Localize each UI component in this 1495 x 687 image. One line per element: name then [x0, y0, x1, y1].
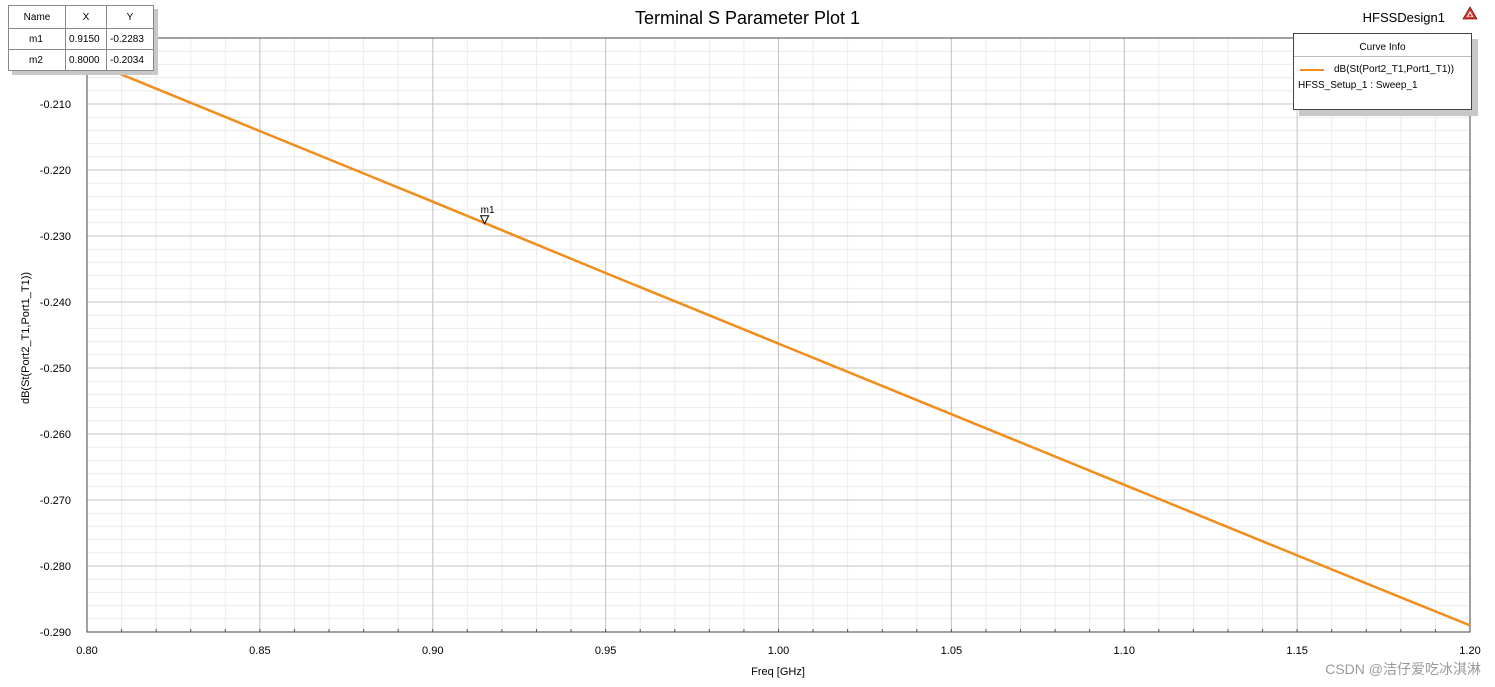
x-axis-label: Freq [GHz]: [751, 666, 805, 678]
watermark: CSDN @洁仔爱吃冰淇淋: [1325, 661, 1481, 677]
x-tick-label: 0.80: [76, 645, 97, 657]
y-tick-label: -0.260: [40, 429, 71, 441]
marker-triangle[interactable]: [479, 215, 490, 225]
legend-line-swatch: [1300, 69, 1324, 71]
marker-label: m1: [481, 205, 495, 216]
marker-table[interactable]: Name X Y m1 0.9150 -0.2283 m2 0.8000 -0.…: [8, 5, 154, 71]
header-name: Name: [8, 5, 66, 29]
y-tick-label: -0.250: [40, 363, 71, 375]
ansys-logo-icon: [1462, 6, 1478, 20]
marker-name: m1: [8, 28, 66, 50]
x-tick-label: 1.05: [941, 645, 962, 657]
x-tick-label: 1.10: [1114, 645, 1135, 657]
x-tick-label: 1.15: [1286, 645, 1307, 657]
y-tick-label: -0.290: [40, 627, 71, 639]
marker-y: -0.2034: [106, 49, 154, 71]
y-tick-label: -0.280: [40, 561, 71, 573]
x-tick-label: 1.00: [768, 645, 789, 657]
x-tick-label: 0.95: [595, 645, 616, 657]
y-tick-label: -0.270: [40, 495, 71, 507]
marker-x: 0.8000: [65, 49, 107, 71]
legend-setup-name: HFSS_Setup_1 : Sweep_1: [1298, 80, 1418, 91]
marker-name: m2: [8, 49, 66, 71]
series-line[interactable]: [86, 59, 1471, 627]
marker-row[interactable]: m2 0.8000 -0.2034: [8, 49, 154, 71]
x-tick-label: 0.85: [249, 645, 270, 657]
legend[interactable]: Curve Info dB(St(Port2_T1,Port1_T1)) HFS…: [1293, 33, 1472, 110]
chart-title: Terminal S Parameter Plot 1: [634, 8, 861, 28]
header-y: Y: [106, 5, 154, 29]
legend-title: Curve Info: [1359, 42, 1406, 53]
y-tick-label: -0.240: [40, 297, 71, 309]
y-axis-label: dB(St(Port2_T1,Port1_T1)): [20, 271, 32, 405]
marker-y: -0.2283: [106, 28, 154, 50]
marker-x: 0.9150: [65, 28, 107, 50]
legend-curve-name[interactable]: dB(St(Port2_T1,Port1_T1)): [1334, 64, 1455, 75]
y-tick-label: -0.220: [40, 165, 71, 177]
y-tick-label: -0.230: [40, 231, 71, 243]
legend-divider: [1294, 56, 1471, 57]
marker-table-header: Name X Y: [8, 5, 154, 29]
x-tick-label: 0.90: [422, 645, 443, 657]
design-name: HFSSDesign1: [1362, 10, 1445, 25]
y-tick-label: -0.210: [40, 99, 71, 111]
x-tick-label: 1.20: [1459, 645, 1480, 657]
marker-row[interactable]: m1 0.9150 -0.2283: [8, 28, 154, 50]
plot-border: [86, 37, 1471, 633]
header-x: X: [65, 5, 107, 29]
